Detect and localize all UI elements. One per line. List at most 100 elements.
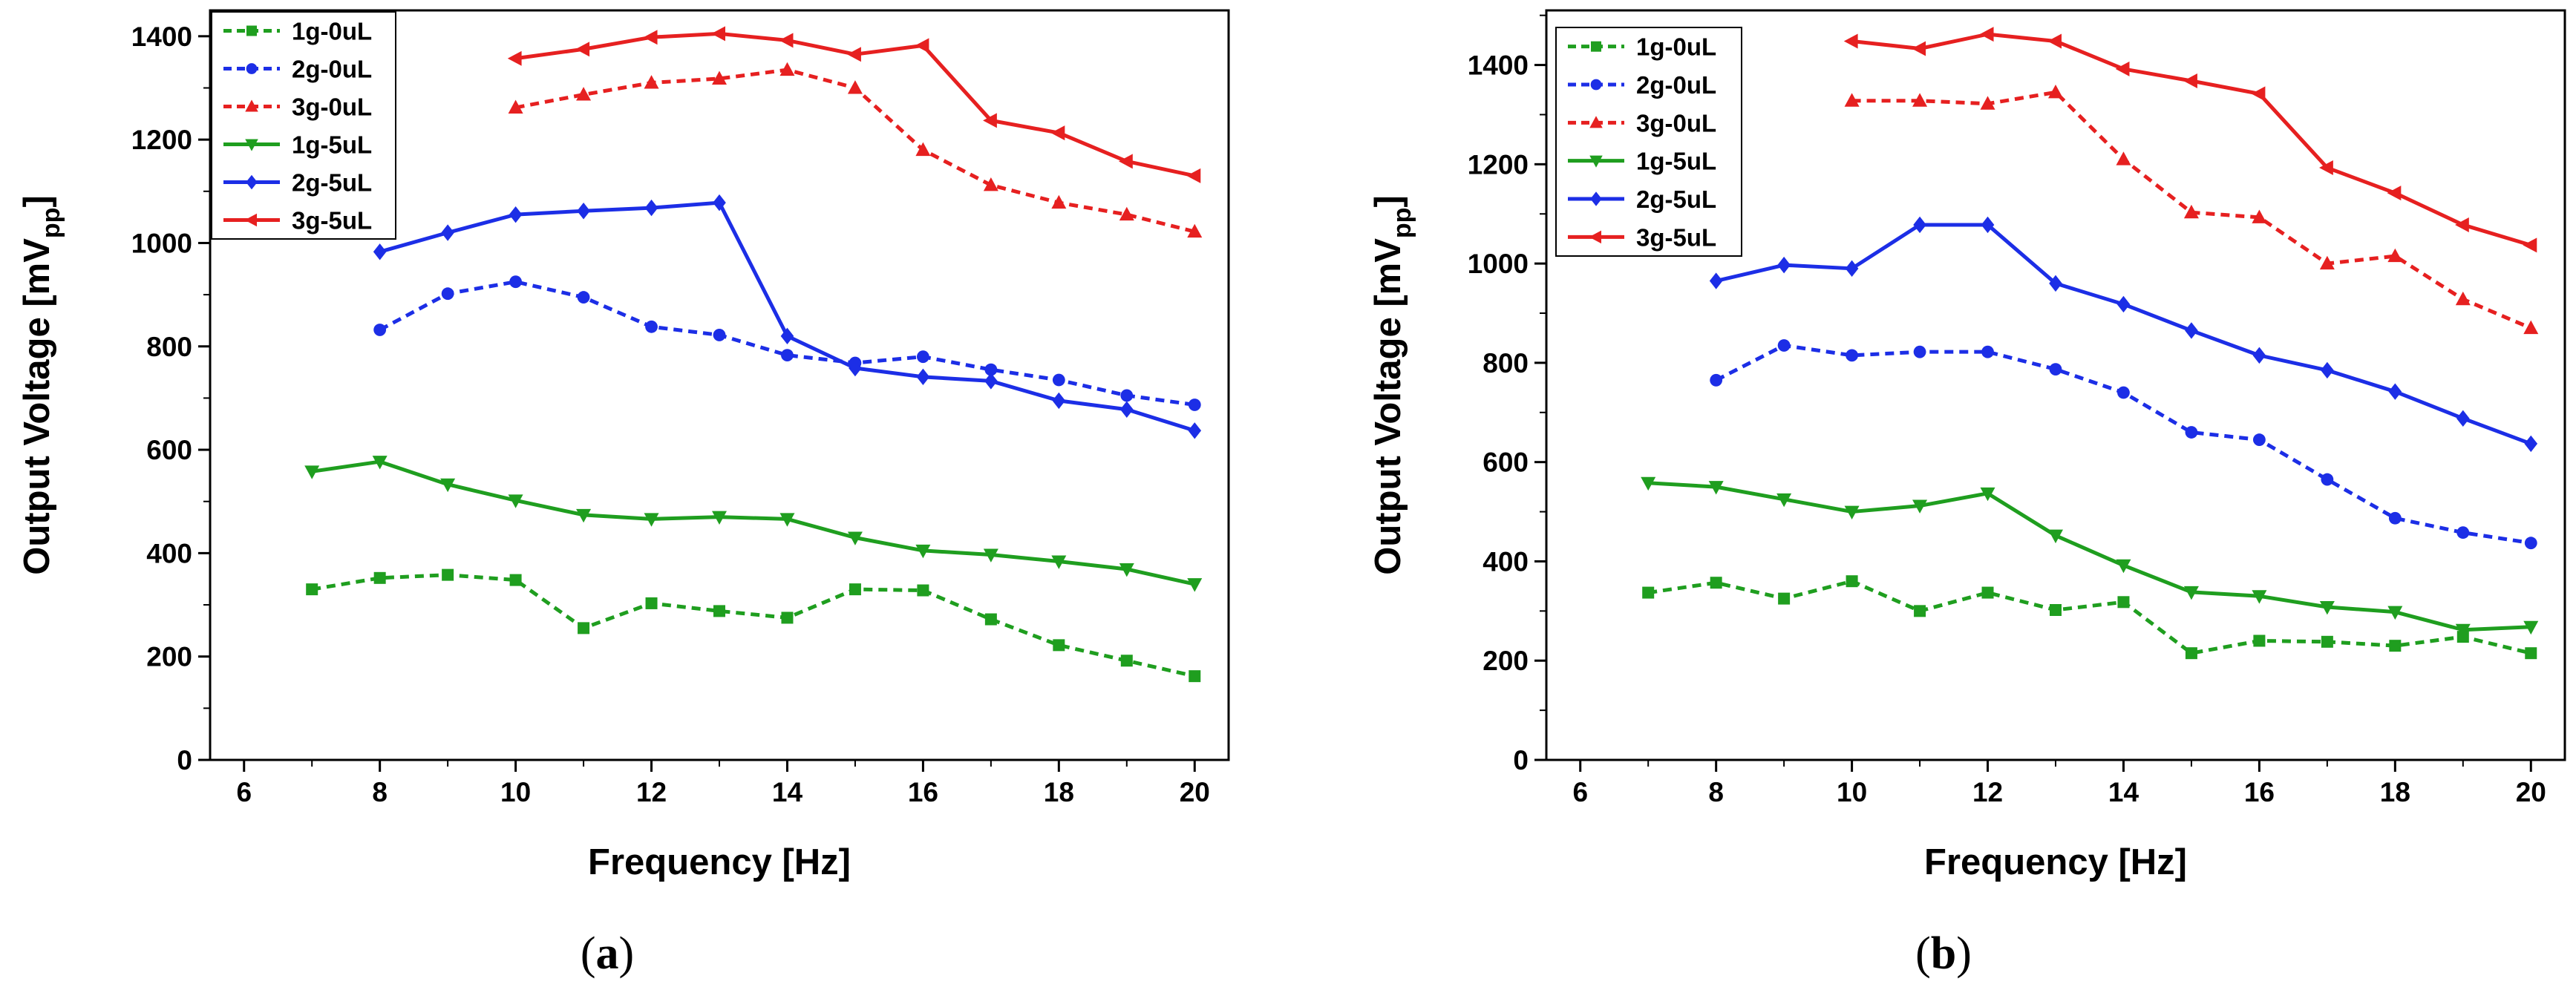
data-point-a-3g-5uL-17 [983,113,997,128]
data-point-a-1g-5uL-7 [304,465,320,479]
data-point-a-2g-0uL-16 [917,350,929,364]
x-tick-label-b-16: 16 [2244,777,2275,807]
data-point-b-3g-0uL-13 [2048,84,2063,99]
data-point-b-1g-0uL-17 [2321,635,2333,648]
data-point-a-1g-0uL-17 [984,613,997,626]
data-point-b-2g-5uL-20 [2524,435,2538,453]
x-tick-label-b-20: 20 [2516,777,2546,807]
data-point-b-1g-5uL-15 [2183,586,2199,600]
legend-marker-a-2g-5uL [246,174,258,190]
data-point-a-1g-5uL-8 [372,456,388,470]
legend-label-a-1g-5uL: 1g-5uL [292,131,372,159]
x-tick-label-b-12: 12 [1972,777,2003,807]
series-line-b-2g-0uL [1715,343,2531,545]
data-point-a-3g-5uL-11 [575,42,590,57]
y-axis-label-close-a: ] [17,195,57,207]
data-point-a-3g-5uL-20 [1186,168,1201,183]
data-point-a-2g-5uL-18 [1052,392,1066,410]
data-point-a-3g-5uL-18 [1050,125,1065,141]
data-point-a-3g-5uL-12 [643,30,658,45]
data-point-b-3g-0uL-17 [2319,255,2335,270]
data-point-b-1g-5uL-9 [1776,493,1792,508]
series-line-b-2g-5uL [1716,223,2532,446]
data-point-b-1g-5uL-14 [2116,559,2131,574]
x-tick-label-a-6: 6 [236,777,252,807]
y-axis-label-sub-a: pp [37,208,65,239]
panel-label-close-b: ) [1956,928,1972,979]
data-point-a-2g-5uL-9 [441,224,454,241]
data-point-b-3g-0uL-15 [2183,204,2199,219]
y-axis-label-b: Output Voltage [mVpp] [1368,195,1416,575]
data-point-a-3g-5uL-14 [779,33,794,48]
y-tick-label-a-800: 800 [146,332,192,362]
data-point-b-1g-0uL-15 [2185,647,2197,660]
data-point-b-2g-0uL-12 [1981,345,1994,358]
data-point-a-3g-0uL-15 [847,80,863,94]
legend-label-a-3g-0uL: 3g-0uL [292,94,372,121]
x-tick-label-b-8: 8 [1708,777,1724,807]
data-point-a-2g-5uL-15 [849,359,862,377]
data-point-a-2g-5uL-16 [916,368,930,386]
x-tick-label-a-16: 16 [908,777,938,807]
x-tick-label-b-10: 10 [1837,777,1867,807]
data-point-a-3g-0uL-16 [915,142,931,157]
panel-label-letter-a: a [596,928,619,979]
data-point-a-3g-0uL-18 [1051,194,1067,209]
data-point-a-1g-0uL-10 [509,574,522,586]
data-point-b-3g-0uL-10 [1844,93,1860,107]
legend-marker-a-1g-5uL [245,139,258,151]
x-tick-label-b-14: 14 [2108,777,2139,807]
data-point-b-1g-5uL-7 [1641,476,1656,491]
data-point-b-1g-5uL-8 [1708,481,1724,495]
series-a-1g-0uL [306,568,1201,683]
legend-label-b-3g-5uL: 3g-5uL [1636,223,1716,251]
data-point-a-1g-0uL-13 [713,605,725,617]
data-point-a-3g-0uL-17 [983,177,998,191]
legend-box-a [211,11,396,240]
data-point-b-3g-5uL-11 [1912,41,1926,56]
data-point-b-2g-0uL-13 [2049,363,2062,376]
y-tick-label-b-1000: 1000 [1468,249,1529,279]
legend-marker-b-3g-0uL [1589,116,1603,128]
data-point-b-1g-5uL-20 [2523,620,2539,635]
y-tick-label-a-1200: 1200 [131,125,192,155]
data-point-b-3g-5uL-13 [2047,33,2062,49]
data-point-b-2g-5uL-10 [1845,260,1859,278]
panel-label-b: (b) [1915,928,1972,979]
x-tick-label-a-20: 20 [1180,777,1210,807]
data-point-a-1g-5uL-13 [712,511,727,525]
data-point-b-3g-5uL-15 [2183,73,2197,88]
x-tick-label-a-18: 18 [1044,777,1074,807]
data-point-a-3g-0uL-20 [1187,223,1203,238]
data-point-a-1g-0uL-14 [781,611,794,624]
data-point-b-2g-0uL-18 [2388,511,2402,525]
data-point-b-1g-0uL-9 [1778,592,1791,605]
legend-marker-b-2g-5uL [1590,191,1602,206]
data-point-b-3g-0uL-12 [1980,96,1995,110]
data-point-b-1g-5uL-10 [1844,505,1860,519]
data-point-a-1g-5uL-10 [508,494,523,508]
series-a-3g-5uL [507,26,1201,183]
data-point-b-1g-5uL-12 [1980,487,1995,502]
data-point-b-2g-5uL-13 [2049,275,2062,292]
y-tick-label-b-800: 800 [1482,348,1529,378]
data-point-b-1g-0uL-18 [2389,640,2402,652]
legend-label-a-1g-0uL: 1g-0uL [292,18,372,45]
x-tick-label-b-6: 6 [1572,777,1588,807]
data-point-b-3g-5uL-14 [2115,61,2130,76]
y-axis-label-close-b: ] [1368,195,1408,207]
y-tick-label-a-200: 200 [146,642,192,672]
data-point-b-1g-0uL-20 [2525,647,2537,660]
legend-b: 1g-0uL 2g-0uL 3g-0uL 1g-5uL 2g-5uL 3g-5uL [1555,27,1742,257]
data-point-a-1g-0uL-9 [442,568,454,581]
data-point-a-2g-0uL-13 [713,329,726,341]
data-point-a-3g-5uL-15 [847,47,861,62]
legend-label-b-3g-0uL: 3g-0uL [1636,109,1716,137]
y-tick-label-b-600: 600 [1482,447,1529,478]
data-point-a-1g-5uL-11 [576,508,592,523]
data-point-b-3g-5uL-18 [2387,186,2402,201]
x-tick-label-b-18: 18 [2380,777,2410,807]
series-a-1g-5uL [304,456,1203,592]
data-point-b-2g-0uL-17 [2321,473,2334,486]
